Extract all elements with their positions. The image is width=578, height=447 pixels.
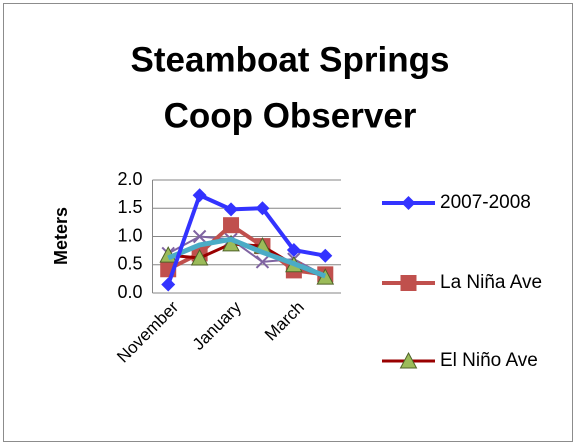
- series-line: [167, 236, 327, 279]
- y-tick-label: 0.0: [117, 282, 142, 302]
- marker: [400, 275, 417, 291]
- marker: [224, 202, 239, 217]
- marker: [190, 248, 209, 266]
- marker: [255, 255, 270, 269]
- legend-label: El Niño Ave: [440, 350, 538, 371]
- marker: [192, 229, 207, 244]
- y-tick-label: 1.5: [117, 197, 142, 217]
- marker: [161, 277, 176, 292]
- y-axis-label: Meters: [51, 207, 71, 265]
- chart-title: Coop Observer: [164, 96, 417, 135]
- chart-frame: [3, 3, 573, 442]
- legend-label: 2007-2008: [440, 192, 531, 213]
- chart-title: Steamboat Springs: [131, 40, 450, 79]
- marker: [255, 201, 270, 216]
- marker: [286, 243, 301, 258]
- y-tick-label: 0.5: [117, 254, 142, 274]
- y-tick-label: 2.0: [117, 169, 142, 189]
- marker: [401, 196, 416, 210]
- marker: [192, 188, 207, 203]
- marker: [318, 248, 333, 263]
- marker: [223, 217, 240, 234]
- y-tick-label: 1.0: [117, 225, 142, 245]
- series-line: [167, 235, 326, 277]
- legend-label: La Niña Ave: [440, 272, 543, 293]
- marker: [399, 351, 418, 369]
